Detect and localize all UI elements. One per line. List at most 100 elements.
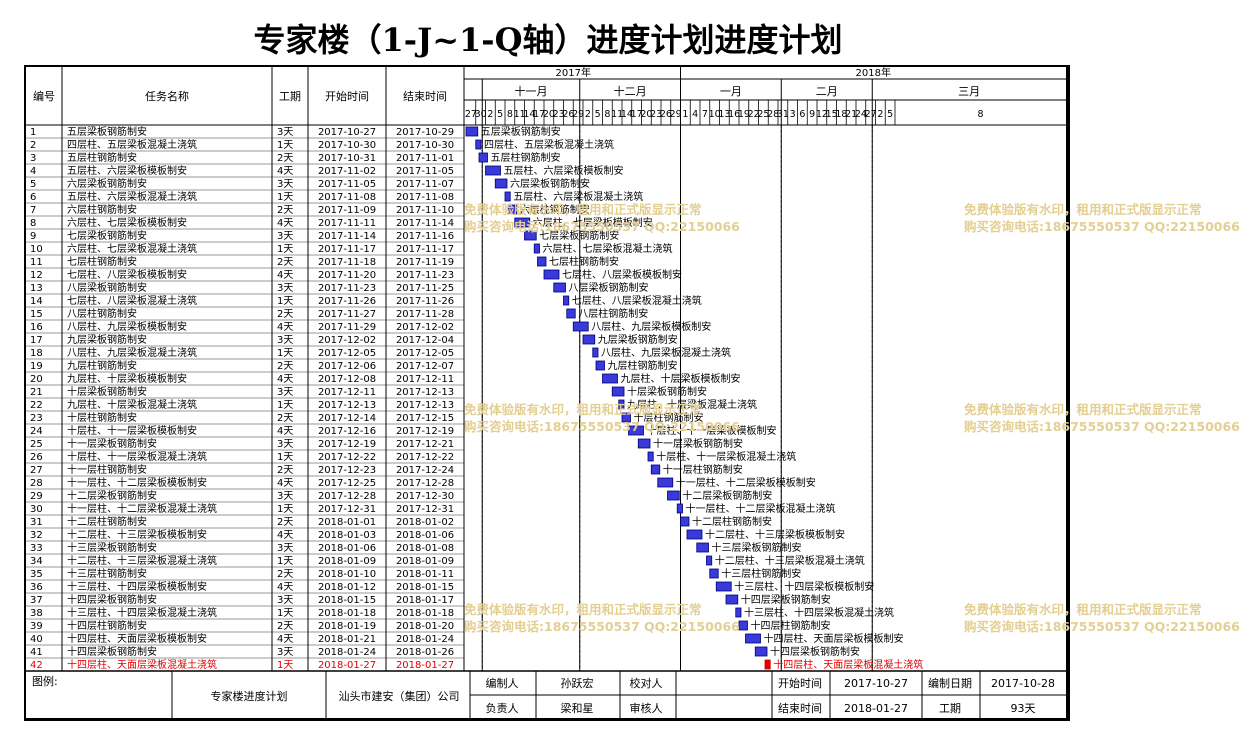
task-start: 2018-01-24 (318, 647, 376, 658)
task-no: 33 (30, 543, 43, 554)
task-end: 2017-12-07 (396, 361, 454, 372)
task-start: 2017-12-25 (318, 478, 376, 489)
day-tick: 31 (777, 109, 789, 120)
task-no: 20 (30, 374, 43, 385)
task-no: 31 (30, 517, 43, 528)
task-no: 25 (30, 439, 43, 450)
start-label: 开始时间 (778, 677, 822, 690)
task-end: 2017-12-15 (396, 413, 454, 424)
task-no: 27 (30, 465, 43, 476)
task-end: 2017-12-21 (396, 439, 454, 450)
day-tick: 14 (523, 109, 535, 120)
task-duration: 4天 (277, 582, 293, 593)
task-name: 九层梁板钢筋制安 (67, 333, 147, 346)
task-name: 九层柱钢筋制安 (67, 359, 137, 372)
task-bar-label: 六层梁板钢筋制安 (510, 177, 590, 190)
task-bar-label: 九层柱、十层梁板模板制安 (621, 372, 741, 385)
task-start: 2017-11-23 (318, 283, 376, 294)
task-end: 2018-01-06 (396, 530, 454, 541)
task-bar-label: 十四层梁板钢筋制安 (770, 645, 860, 658)
year-label: 2017年 (556, 67, 591, 79)
task-duration: 1天 (277, 140, 293, 151)
task-duration: 2天 (277, 153, 293, 164)
task-duration: 2天 (277, 517, 293, 528)
task-duration: 4天 (277, 478, 293, 489)
task-duration: 4天 (277, 218, 293, 229)
task-bar (637, 438, 651, 449)
day-tick: 22 (748, 109, 760, 120)
task-name: 九层柱、十层梁板混凝土浇筑 (67, 398, 197, 411)
day-tick: 8 (507, 109, 513, 120)
day-tick: 29 (670, 109, 682, 120)
task-bar (618, 399, 625, 410)
task-bar-label: 六层柱钢筋制安 (520, 203, 590, 216)
task-name: 十四层柱、天面层梁板混凝土浇筑 (67, 658, 217, 671)
task-name: 十层柱、十一层梁板模板制安 (67, 424, 197, 437)
task-bar (582, 334, 596, 345)
task-name: 十层柱钢筋制安 (67, 411, 137, 424)
task-start: 2017-10-27 (318, 127, 376, 138)
task-duration: 3天 (277, 491, 293, 502)
footer-project: 专家楼进度计划 (210, 690, 288, 703)
task-no: 28 (30, 478, 43, 489)
task-bar (628, 425, 644, 436)
task-start: 2017-12-14 (318, 413, 376, 424)
task-name: 九层柱、十层梁板模板制安 (67, 372, 187, 385)
task-bar-label: 六层柱、七层梁板模板制安 (533, 216, 653, 229)
task-name: 十三层柱、十四层梁板混凝土浇筑 (67, 606, 217, 619)
header-end: 结束时间 (403, 90, 447, 103)
task-no: 7 (30, 205, 36, 216)
task-no: 13 (30, 283, 43, 294)
task-no: 36 (30, 582, 43, 593)
task-no: 34 (30, 556, 43, 567)
task-end: 2017-11-17 (396, 244, 454, 255)
task-end: 2017-11-26 (396, 296, 454, 307)
task-bar-label: 五层柱钢筋制安 (491, 151, 561, 164)
task-bar (686, 529, 703, 540)
task-duration: 4天 (277, 426, 293, 437)
day-tick: 23 (553, 109, 565, 120)
task-bar-label: 八层柱、九层梁板模板制安 (591, 320, 711, 333)
task-name: 十四层梁板钢筋制安 (67, 645, 157, 658)
day-tick: 17 (631, 109, 643, 120)
compiler-label: 编制人 (485, 677, 519, 690)
task-bar-label: 八层柱钢筋制安 (578, 307, 648, 320)
day-tick: 21 (845, 109, 857, 120)
task-name: 十层柱、十一层梁板混凝土浇筑 (67, 450, 207, 463)
task-duration: 3天 (277, 543, 293, 554)
task-duration: 3天 (277, 439, 293, 450)
task-start: 2017-11-02 (318, 166, 376, 177)
task-name: 七层柱钢筋制安 (67, 255, 137, 268)
task-start: 2018-01-01 (318, 517, 376, 528)
task-name: 八层柱钢筋制安 (67, 307, 137, 320)
task-name: 五层柱钢筋制安 (67, 151, 137, 164)
task-start: 2017-12-06 (318, 361, 376, 372)
task-end: 2017-12-28 (396, 478, 454, 489)
month-label: 一月 (720, 85, 742, 98)
task-no: 11 (30, 257, 43, 268)
task-bar (676, 503, 683, 514)
task-duration: 1天 (277, 504, 293, 515)
task-start: 2017-12-11 (318, 387, 376, 398)
task-start: 2018-01-15 (318, 595, 376, 606)
task-bar-label: 十层柱、十一层梁板混凝土浇筑 (656, 450, 796, 463)
task-no: 9 (30, 231, 36, 242)
task-bar (657, 477, 674, 488)
task-no: 10 (30, 244, 43, 255)
year-label: 2018年 (856, 67, 891, 79)
task-start: 2017-10-31 (318, 153, 376, 164)
task-end: 2018-01-08 (396, 543, 454, 554)
task-bar (494, 178, 508, 189)
task-name: 八层柱、九层梁板模板制安 (67, 320, 187, 333)
task-no: 41 (30, 647, 43, 658)
task-name: 五层梁板钢筋制安 (67, 125, 147, 138)
end-label: 结束时间 (778, 702, 822, 715)
task-no: 3 (30, 153, 36, 164)
task-duration: 4天 (277, 166, 293, 177)
task-start: 2017-12-23 (318, 465, 376, 476)
task-bar (650, 464, 661, 475)
task-no: 2 (30, 140, 36, 151)
task-end: 2017-10-30 (396, 140, 454, 151)
task-end: 2017-12-30 (396, 491, 454, 502)
task-duration: 3天 (277, 595, 293, 606)
